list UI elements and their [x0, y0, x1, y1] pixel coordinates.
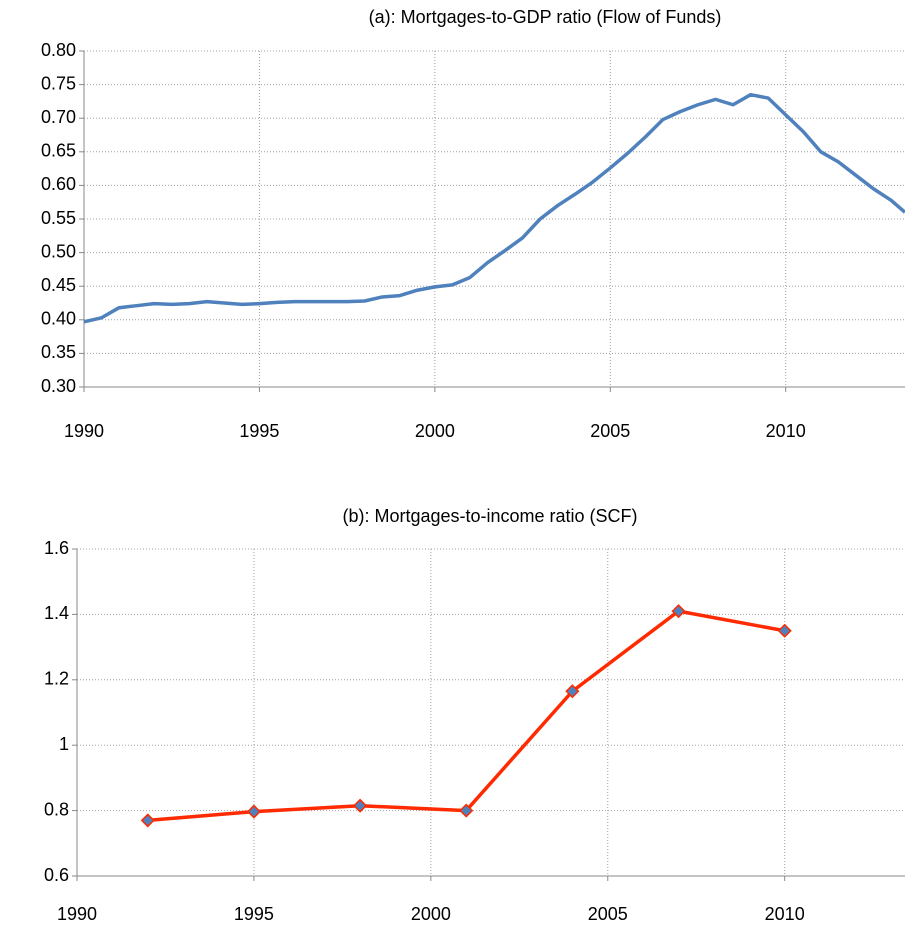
y-tick-label: 0.40	[41, 309, 76, 329]
y-tick-label: 0.8	[44, 799, 69, 819]
y-tick-label: 1.4	[44, 603, 69, 623]
data-marker	[777, 623, 792, 638]
chart-title: (a): Mortgages-to-GDP ratio (Flow of Fun…	[369, 7, 722, 27]
x-tick-label: 2000	[411, 904, 451, 924]
y-tick-label: 0.55	[41, 208, 76, 228]
data-marker	[140, 813, 155, 828]
data-marker	[565, 684, 580, 699]
y-tick-label: 0.30	[41, 376, 76, 396]
x-tick-label: 1995	[239, 421, 279, 441]
data-marker	[246, 804, 261, 819]
y-tick-label: 0.70	[41, 107, 76, 127]
y-tick-label: 0.50	[41, 241, 76, 261]
x-tick-label: 2010	[765, 904, 805, 924]
data-marker	[671, 604, 686, 619]
x-tick-label: 2005	[588, 904, 628, 924]
data-line	[83, 92, 905, 324]
y-tick-label: 0.6	[44, 865, 69, 885]
x-tick-label: 2000	[415, 421, 455, 441]
y-tick-label: 0.65	[41, 141, 76, 161]
data-marker	[459, 803, 474, 818]
data-line	[147, 609, 786, 823]
x-tick-label: 2010	[766, 421, 806, 441]
data-marker	[353, 798, 368, 813]
y-tick-label: 0.35	[41, 342, 76, 362]
chart-title: (b): Mortgages-to-income ratio (SCF)	[342, 506, 637, 526]
y-tick-label: 0.60	[41, 174, 76, 194]
x-tick-label: 1990	[57, 904, 97, 924]
x-tick-label: 1995	[234, 904, 274, 924]
x-tick-label: 1990	[64, 421, 104, 441]
y-tick-label: 1.6	[44, 538, 69, 558]
y-tick-label: 0.45	[41, 275, 76, 295]
y-tick-label: 1	[59, 734, 69, 754]
x-tick-label: 2005	[590, 421, 630, 441]
y-tick-label: 0.80	[41, 40, 76, 60]
y-tick-label: 0.75	[41, 73, 76, 93]
y-tick-label: 1.2	[44, 669, 69, 689]
